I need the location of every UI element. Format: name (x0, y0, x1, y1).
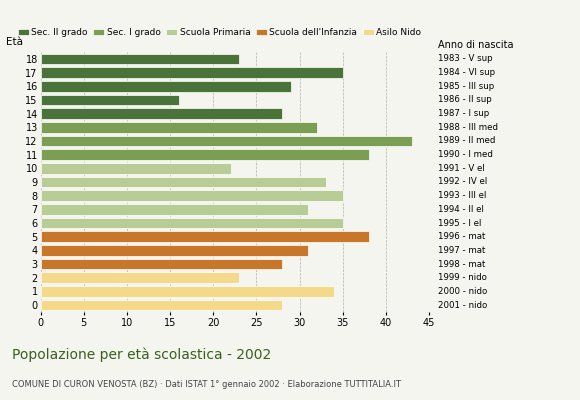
Text: 1993 - III el: 1993 - III el (438, 191, 486, 200)
Bar (41, 94, 179, 105)
Text: 1988 - III med: 1988 - III med (438, 123, 498, 132)
Text: 1995 - I el: 1995 - I el (438, 218, 481, 228)
Bar (41, 67, 343, 78)
Text: 1997 - mat: 1997 - mat (438, 246, 485, 255)
Bar (41, 149, 369, 160)
Bar (41, 108, 282, 119)
Text: 2000 - nido: 2000 - nido (438, 287, 487, 296)
Text: 1990 - I med: 1990 - I med (438, 150, 493, 159)
Text: 1992 - IV el: 1992 - IV el (438, 178, 487, 186)
Text: 1994 - II el: 1994 - II el (438, 205, 484, 214)
Bar (41, 190, 343, 201)
Text: 1986 - II sup: 1986 - II sup (438, 95, 492, 104)
Bar (41, 163, 231, 174)
Bar (41, 136, 412, 146)
Text: 1998 - mat: 1998 - mat (438, 260, 485, 269)
Text: 1999 - nido: 1999 - nido (438, 273, 487, 282)
Text: 1987 - I sup: 1987 - I sup (438, 109, 489, 118)
Text: Età: Età (6, 37, 23, 47)
Text: 1984 - VI sup: 1984 - VI sup (438, 68, 495, 77)
Text: 1996 - mat: 1996 - mat (438, 232, 485, 241)
Bar (41, 286, 334, 297)
Bar (41, 259, 282, 270)
Text: 1989 - II med: 1989 - II med (438, 136, 495, 146)
Text: 1985 - III sup: 1985 - III sup (438, 82, 494, 91)
Bar (41, 122, 317, 133)
Bar (41, 245, 309, 256)
Bar (41, 81, 291, 92)
Text: COMUNE DI CURON VENOSTA (BZ) · Dati ISTAT 1° gennaio 2002 · Elaborazione TUTTITA: COMUNE DI CURON VENOSTA (BZ) · Dati ISTA… (12, 380, 401, 389)
Text: Popolazione per età scolastica - 2002: Popolazione per età scolastica - 2002 (12, 348, 271, 362)
Bar (41, 218, 343, 228)
Bar (41, 204, 309, 215)
Bar (41, 54, 239, 64)
Bar (41, 177, 325, 187)
Text: 1983 - V sup: 1983 - V sup (438, 54, 492, 63)
Bar (41, 272, 239, 283)
Bar (41, 300, 282, 310)
Bar (41, 231, 369, 242)
Text: 2001 - nido: 2001 - nido (438, 301, 487, 310)
Legend: Sec. II grado, Sec. I grado, Scuola Primaria, Scuola dell'Infanzia, Asilo Nido: Sec. II grado, Sec. I grado, Scuola Prim… (18, 28, 421, 37)
Text: 1991 - V el: 1991 - V el (438, 164, 485, 173)
Text: Anno di nascita: Anno di nascita (438, 40, 513, 50)
